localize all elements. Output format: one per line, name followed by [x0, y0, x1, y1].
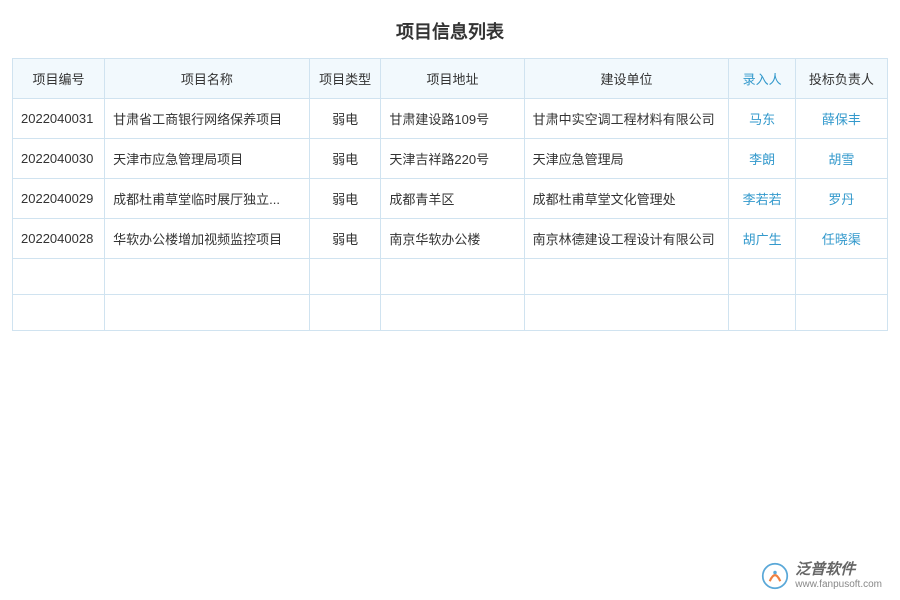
- cell-addr: 天津吉祥路220号: [381, 139, 524, 179]
- cell-id: 2022040031: [13, 99, 105, 139]
- cell-unit: 南京林德建设工程设计有限公司: [524, 219, 729, 259]
- table-row[interactable]: 2022040029成都杜甫草堂临时展厅独立...弱电成都青羊区成都杜甫草堂文化…: [13, 179, 888, 219]
- person2-link[interactable]: 罗丹: [828, 192, 854, 207]
- col-header-person1-label: 录入人: [743, 72, 782, 87]
- col-header-person2[interactable]: 投标负责人: [795, 59, 887, 99]
- cell-person1[interactable]: 李若若: [729, 179, 796, 219]
- table-row[interactable]: 2022040028华软办公楼增加视频监控项目弱电南京华软办公楼南京林德建设工程…: [13, 219, 888, 259]
- brand-logo-icon: [761, 562, 789, 590]
- table-row-empty: [13, 295, 888, 331]
- brand-name-cn: 泛普软件: [795, 562, 882, 579]
- cell-name: 华软办公楼增加视频监控项目: [105, 219, 310, 259]
- cell-id: 2022040030: [13, 139, 105, 179]
- cell-person2[interactable]: 胡雪: [795, 139, 887, 179]
- brand-url: www.fanpusoft.com: [795, 579, 882, 590]
- cell-unit: 天津应急管理局: [524, 139, 729, 179]
- person1-link[interactable]: 李若若: [743, 192, 782, 207]
- person2-link[interactable]: 任晓渠: [822, 232, 861, 247]
- cell-type: 弱电: [309, 139, 381, 179]
- cell-name: 成都杜甫草堂临时展厅独立...: [105, 179, 310, 219]
- cell-type: 弱电: [309, 179, 381, 219]
- table-row-empty: [13, 259, 888, 295]
- cell-addr: 成都青羊区: [381, 179, 524, 219]
- person1-link[interactable]: 胡广生: [743, 232, 782, 247]
- cell-id: 2022040028: [13, 219, 105, 259]
- cell-addr: 南京华软办公楼: [381, 219, 524, 259]
- person2-link[interactable]: 薛保丰: [822, 112, 861, 127]
- col-header-person1[interactable]: 录入人: [729, 59, 796, 99]
- cell-person2[interactable]: 任晓渠: [795, 219, 887, 259]
- col-header-unit[interactable]: 建设单位: [524, 59, 729, 99]
- col-header-id[interactable]: 项目编号: [13, 59, 105, 99]
- table-row[interactable]: 2022040030天津市应急管理局项目弱电天津吉祥路220号天津应急管理局 李朗…: [13, 139, 888, 179]
- cell-unit: 成都杜甫草堂文化管理处: [524, 179, 729, 219]
- page-title: 项目信息列表: [0, 0, 900, 58]
- person1-link[interactable]: 马东: [749, 112, 775, 127]
- col-header-type[interactable]: 项目类型: [309, 59, 381, 99]
- table-header-row: 项目编号 项目名称 项目类型 项目地址 建设单位 录入人 投标负责人: [13, 59, 888, 99]
- col-header-addr[interactable]: 项目地址: [381, 59, 524, 99]
- cell-name: 天津市应急管理局项目: [105, 139, 310, 179]
- cell-person1[interactable]: 胡广生: [729, 219, 796, 259]
- cell-person2[interactable]: 薛保丰: [795, 99, 887, 139]
- cell-type: 弱电: [309, 99, 381, 139]
- cell-unit: 甘肃中实空调工程材料有限公司: [524, 99, 729, 139]
- person1-link[interactable]: 李朗: [749, 152, 775, 167]
- table-row[interactable]: 2022040031甘肃省工商银行网络保养项目弱电甘肃建设路109号甘肃中实空调…: [13, 99, 888, 139]
- cell-type: 弱电: [309, 219, 381, 259]
- project-table: 项目编号 项目名称 项目类型 项目地址 建设单位 录入人 投标负责人 20220…: [12, 58, 888, 331]
- cell-person1[interactable]: 李朗: [729, 139, 796, 179]
- cell-person2[interactable]: 罗丹: [795, 179, 887, 219]
- cell-name: 甘肃省工商银行网络保养项目: [105, 99, 310, 139]
- cell-person1[interactable]: 马东: [729, 99, 796, 139]
- person2-link[interactable]: 胡雪: [828, 152, 854, 167]
- brand-text-block: 泛普软件 www.fanpusoft.com: [795, 562, 882, 590]
- footer-logo: 泛普软件 www.fanpusoft.com: [761, 562, 882, 590]
- col-header-name[interactable]: 项目名称: [105, 59, 310, 99]
- table-container: 项目编号 项目名称 项目类型 项目地址 建设单位 录入人 投标负责人 20220…: [0, 58, 900, 331]
- cell-addr: 甘肃建设路109号: [381, 99, 524, 139]
- cell-id: 2022040029: [13, 179, 105, 219]
